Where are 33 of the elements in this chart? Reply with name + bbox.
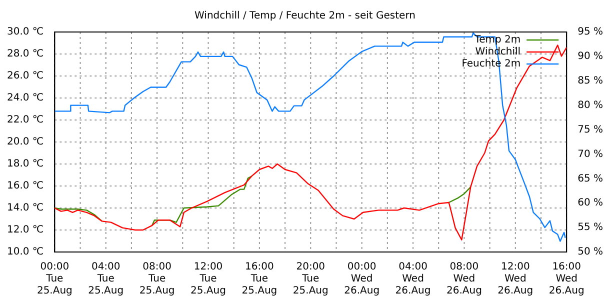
x-tick-label: 00:00 Tue 25.Aug — [36, 262, 72, 297]
y-tick-label: 10.0 ℃ — [6, 246, 44, 258]
y-tick-label: 12.0 ℃ — [6, 224, 44, 236]
x-tick-label: 08:00 Tue 25.Aug — [139, 262, 175, 297]
x-tick-label: 12:00 Tue 25.Aug — [190, 262, 226, 297]
x-tick-label: 12:00 Wed 26.Aug — [498, 262, 534, 297]
y2-tick-label: 50 % — [578, 246, 603, 258]
y-tick-label: 20.0 ℃ — [6, 136, 44, 148]
y2-tick-label: 95 % — [578, 26, 603, 38]
x-tick-label: 00:00 Wed 26.Aug — [344, 262, 380, 297]
y-tick-label: 22.0 ℃ — [6, 114, 44, 126]
y2-tick-label: 75 % — [578, 124, 603, 136]
y-tick-label: 26.0 ℃ — [6, 70, 44, 82]
y-tick-label: 16.0 ℃ — [6, 180, 44, 192]
y2-tick-label: 60 % — [578, 198, 603, 209]
y-tick-label: 14.0 ℃ — [6, 202, 44, 214]
chart-title: Windchill / Temp / Feuchte 2m - seit Gestern — [194, 10, 416, 22]
y2-tick-label: 80 % — [578, 100, 603, 111]
y2-tick-label: 70 % — [578, 148, 603, 160]
y-tick-label: 18.0 ℃ — [6, 158, 44, 170]
x-tick-label: 16:00 Tue 25.Aug — [242, 262, 278, 297]
y2-tick-label: 90 % — [578, 51, 603, 62]
y-tick-label: 24.0 ℃ — [6, 92, 44, 104]
y2-tick-label: 55 % — [578, 222, 603, 234]
x-tick-label: 08:00 Wed 26.Aug — [446, 262, 482, 297]
x-tick-label: 16:00 Wed 26.Aug — [548, 262, 584, 297]
y-tick-label: 28.0 ℃ — [6, 48, 44, 60]
x-tick-label: 04:00 Tue 25.Aug — [88, 262, 124, 297]
y2-tick-label: 65 % — [578, 173, 603, 184]
x-tick-label: 20:00 Tue 25.Aug — [292, 262, 328, 297]
y2-tick-label: 85 % — [578, 75, 603, 86]
y-tick-label: 30.0 ℃ — [6, 26, 44, 38]
x-tick-label: 04:00 Wed 26.Aug — [395, 262, 431, 297]
